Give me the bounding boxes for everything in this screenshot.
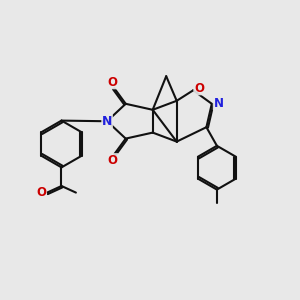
Text: O: O <box>36 186 46 199</box>
Text: O: O <box>108 154 118 167</box>
Text: O: O <box>194 82 204 95</box>
Text: N: N <box>213 97 224 110</box>
Text: N: N <box>102 115 112 128</box>
Text: O: O <box>108 76 118 89</box>
